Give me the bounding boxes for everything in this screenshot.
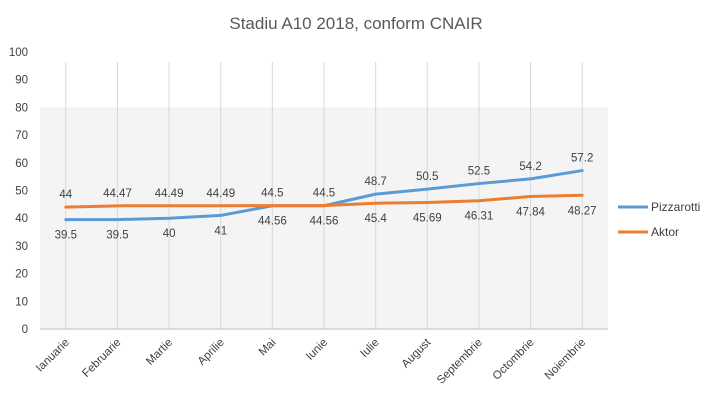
y-tick-label: 80 [15,102,28,114]
data-label-aktor: 45.4 [364,213,387,225]
data-label-pizzarotti: 44.5 [313,188,335,200]
legend-label-pizzarotti: Pizzarotti [651,200,700,214]
y-tick-label: 0 [22,324,28,336]
data-label-pizzarotti: 40 [163,228,176,240]
data-label-aktor: 45.69 [413,212,442,224]
data-label-pizzarotti: 52.5 [468,166,490,178]
data-label-pizzarotti: 57.2 [571,153,593,165]
y-tick-label: 50 [15,186,28,198]
data-label-aktor: 48.27 [568,205,597,217]
data-label-pizzarotti: 48.7 [364,176,386,188]
data-label-aktor: 44.47 [103,188,132,200]
data-label-pizzarotti: 44.5 [261,188,283,200]
legend-label-aktor: Aktor [651,225,679,239]
data-label-aktor: 46.31 [465,211,494,223]
y-tick-label: 20 [15,269,28,281]
data-label-aktor: 44 [59,189,72,201]
series-line-aktor [64,193,584,209]
y-tick-label: 60 [15,158,28,170]
y-tick-label: 70 [15,130,28,142]
y-tick-label: 30 [15,241,28,253]
data-label-aktor: 47.84 [516,206,545,218]
data-label-pizzarotti: 50.5 [416,171,438,183]
series-lines [64,169,584,222]
chart-title: Stadiu A10 2018, conform CNAIR [229,14,482,33]
data-label-pizzarotti: 41 [214,225,227,237]
data-label-aktor: 44.56 [258,216,287,228]
y-tick-label: 40 [15,213,28,225]
data-label-aktor: 44.49 [206,188,235,200]
data-labels: 39.5 39.5 40 41 44.5 44.5 48.7 50.5 52.5 54.2 57.2… [55,153,597,242]
y-tick-label: 100 [9,47,28,59]
y-tick-label: 90 [15,75,28,87]
legend: Pizzarotti Aktor [618,200,700,239]
data-label-aktor: 44.49 [155,188,184,200]
data-label-pizzarotti: 39.5 [55,230,77,242]
data-label-pizzarotti: 54.2 [519,161,541,173]
data-label-pizzarotti: 39.5 [106,230,128,242]
y-tick-label: 10 [15,296,28,308]
data-label-aktor: 44.56 [310,216,339,228]
